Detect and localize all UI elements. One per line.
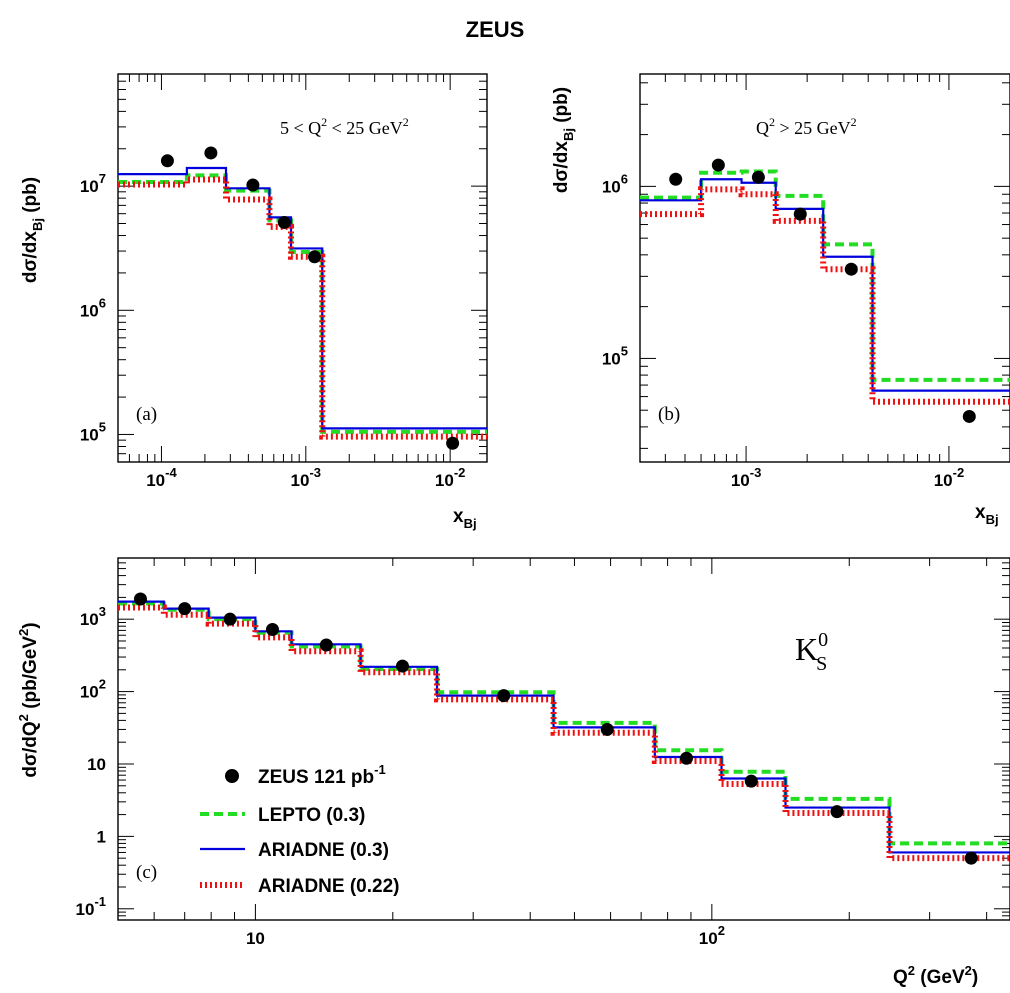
data-point [497, 689, 511, 703]
plot-frame [117, 73, 488, 463]
y-tick-label: 106 [602, 171, 628, 196]
plot-frame [639, 73, 1010, 463]
data-point [246, 178, 260, 192]
data-point [204, 146, 218, 160]
y-tick-label: 10 [87, 755, 106, 774]
q2-range-annotation: 5 < Q2 < 25 GeV2 [280, 115, 409, 138]
data-point [793, 207, 807, 221]
q2-range-annotation: Q2 > 25 GeV2 [756, 115, 857, 138]
series-lepto-line [118, 173, 487, 434]
data-point [223, 612, 237, 626]
x-tick-label: 10-3 [731, 465, 761, 490]
y-axis-label: dσ/dxBj (pb) [20, 177, 45, 283]
data-point [844, 262, 858, 276]
series-ariadne03-line [640, 178, 1010, 392]
panel-label: (a) [136, 404, 157, 425]
series-ariadne022-line [640, 186, 1010, 405]
y-axis-label: dσ/dQ2 (pb/GeV2) [16, 622, 41, 777]
panel-b: 10-3 10-2 105 106 (b) Q2 > 25 GeV2 dσ/dxBj (pb… [551, 73, 1010, 527]
x-axis-label: Q2 (GeV2) [893, 963, 978, 988]
series-ariadne022-line [118, 604, 1010, 862]
plot-frame [117, 557, 1010, 921]
data-point [178, 602, 192, 616]
legend-label: ARIADNE (0.3) [258, 840, 389, 861]
series-lepto-line [640, 169, 1010, 382]
data-point [680, 751, 694, 765]
data-point [319, 638, 333, 652]
x-axis-label: xBj [975, 502, 999, 527]
data-point [711, 158, 725, 172]
panel-a: 10-4 10-3 10-2 105 106 107 (a) 5 < Q2 < 25 GeV2… [20, 73, 488, 531]
legend-label: ARIADNE (0.22) [258, 876, 399, 897]
y-axis-label: dσ/dxBj (pb) [551, 87, 576, 193]
data-point [160, 154, 174, 168]
x-tick-label: 10-2 [435, 465, 465, 490]
panel-label: (c) [136, 862, 157, 883]
y-tick-label: 105 [602, 343, 628, 368]
data-point [600, 722, 614, 736]
x-tick-label: 102 [699, 923, 725, 948]
y-tick-label: 106 [80, 295, 106, 320]
x-tick-label: 10-3 [291, 465, 321, 490]
y-tick-label: 10-1 [76, 894, 106, 919]
panel-label: (b) [658, 404, 680, 425]
x-axis-label: xBj [453, 506, 477, 531]
data-point [446, 436, 460, 450]
panel-c: 10 102 10-1 1 10 102 103 (c) K0 S dσ/dQ2 (pb/GeV2)… [16, 557, 1010, 988]
series-ariadne03-line [118, 600, 1010, 854]
y-tick-label: 107 [80, 171, 106, 196]
series-ariadne022-line [118, 176, 487, 440]
x-tick-label: 10-2 [934, 465, 964, 490]
data-point [744, 774, 758, 788]
data-point [395, 659, 409, 673]
series-ariadne03-line [118, 166, 487, 430]
particle-label: K0 S [795, 629, 828, 675]
legend-label: LEPTO (0.3) [258, 805, 365, 826]
y-tick-label: 105 [80, 419, 106, 444]
data-point [830, 805, 844, 819]
data-point [277, 215, 291, 229]
data-point [751, 170, 765, 184]
data-point [133, 592, 147, 606]
y-tick-label: 1 [97, 827, 106, 846]
data-point [308, 250, 322, 264]
x-tick-label: 10 [246, 929, 265, 948]
data-point [962, 409, 976, 423]
y-tick-label: 103 [80, 604, 106, 629]
figure-title: ZEUS [466, 17, 525, 42]
data-point [964, 851, 978, 865]
legend-label: ZEUS 121 pb-1 [258, 762, 386, 788]
legend: ZEUS 121 pb-1 LEPTO (0.3) ARIADNE (0.3) ARI… [200, 762, 399, 897]
x-tick-label: 10-4 [146, 465, 177, 490]
data-point [265, 623, 279, 637]
data-point [669, 172, 683, 186]
y-tick-label: 102 [80, 677, 106, 702]
legend-marker-data [225, 769, 239, 783]
